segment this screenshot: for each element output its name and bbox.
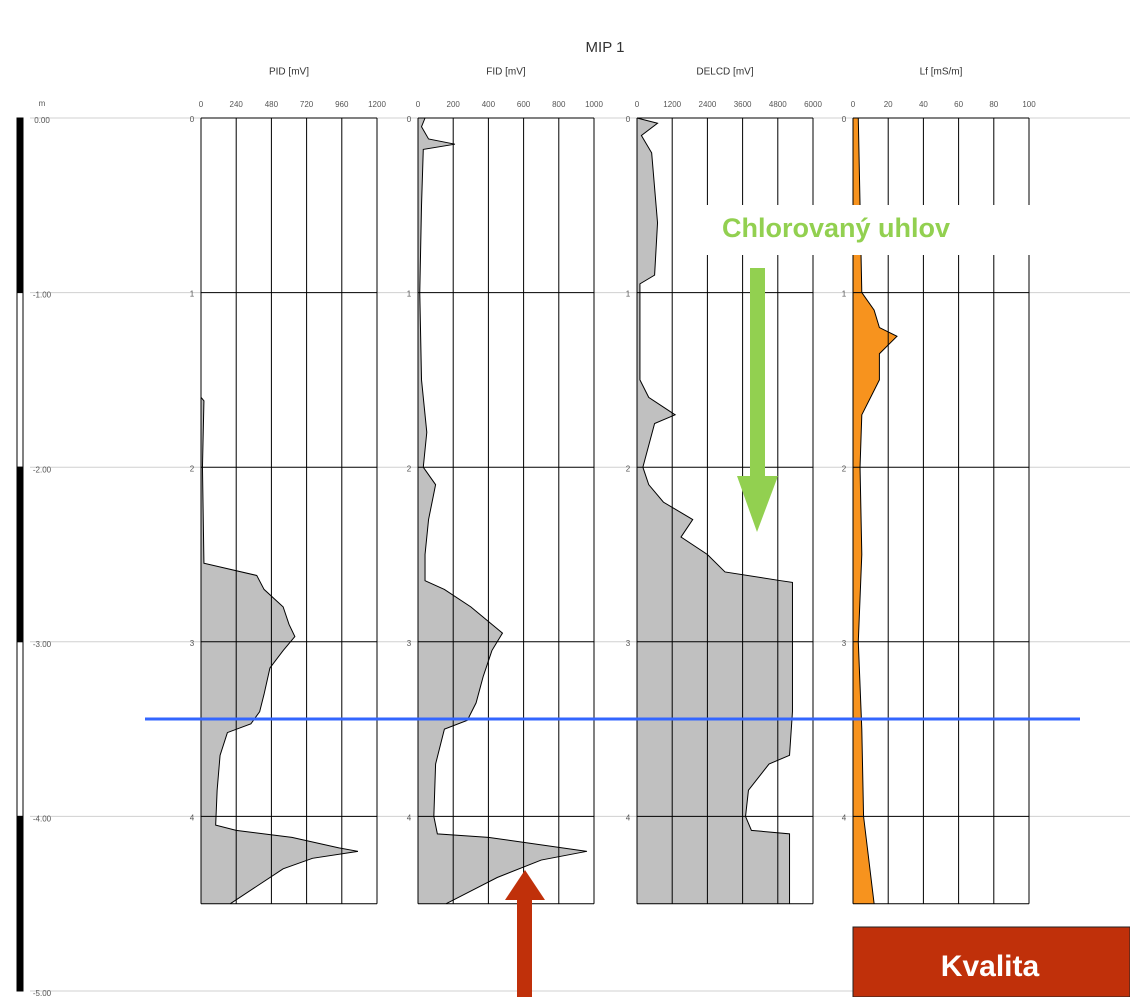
y-tick-label: 0	[842, 115, 847, 124]
depth-tick-label: -1.00	[33, 291, 52, 300]
x-tick-label: 1000	[585, 100, 603, 109]
depth-bar-segment	[16, 117, 24, 294]
x-tick-label: 600	[517, 100, 531, 109]
x-tick-label: 80	[989, 100, 998, 109]
x-tick-label: 400	[482, 100, 496, 109]
depth-tick-label: -3.00	[33, 640, 52, 649]
panel-title: Lf [mS/m]	[920, 67, 963, 78]
panel-bg	[418, 118, 594, 904]
x-tick-label: 1200	[368, 100, 386, 109]
green-label: Chlorovaný uhlov	[722, 213, 950, 243]
green-arrow-shaft	[750, 268, 765, 478]
panel-title: PID [mV]	[269, 67, 309, 78]
area-fill	[853, 118, 897, 904]
y-tick-label: 0	[407, 115, 412, 124]
panel-title: DELCD [mV]	[696, 67, 753, 78]
y-tick-label: 1	[842, 290, 847, 299]
y-tick-label: 4	[842, 814, 847, 823]
x-tick-label: 0	[416, 100, 421, 109]
x-tick-label: 480	[265, 100, 279, 109]
area-line	[419, 117, 588, 905]
area-line	[857, 117, 898, 904]
green-label-box	[705, 205, 1130, 255]
depth-unit: m	[39, 99, 46, 108]
y-tick-label: 4	[626, 814, 631, 823]
y-tick-label: 3	[842, 639, 847, 648]
x-tick-label: 0	[635, 100, 640, 109]
red-arrow-head	[505, 870, 545, 900]
depth-bar-segment	[16, 292, 24, 468]
x-tick-label: 4800	[769, 100, 787, 109]
panel-title: FID [mV]	[486, 67, 526, 78]
chart-title: MIP 1	[586, 39, 625, 56]
x-tick-label: 40	[919, 100, 928, 109]
y-tick-label: 1	[190, 290, 195, 299]
depth-bar-segment	[16, 815, 24, 992]
x-tick-label: 20	[884, 100, 893, 109]
x-tick-label: 720	[300, 100, 314, 109]
y-tick-label: 0	[190, 115, 195, 124]
y-tick-label: 3	[190, 639, 195, 648]
x-tick-label: 240	[230, 100, 244, 109]
y-tick-label: 0	[626, 115, 631, 124]
depth-bar-segment	[16, 641, 24, 817]
x-tick-label: 1200	[663, 100, 681, 109]
x-tick-label: 60	[954, 100, 963, 109]
x-tick-label: 960	[335, 100, 349, 109]
y-tick-label: 3	[407, 639, 412, 648]
red-arrow-shaft	[517, 898, 532, 997]
y-tick-label: 4	[407, 814, 412, 823]
x-tick-label: 2400	[699, 100, 717, 109]
y-tick-label: 2	[626, 464, 631, 473]
y-tick-label: 2	[407, 464, 412, 473]
y-tick-label: 1	[407, 290, 412, 299]
depth-tick-label: 0.00	[34, 116, 50, 125]
y-tick-label: 1	[626, 290, 631, 299]
y-tick-label: 4	[190, 814, 195, 823]
area-fill	[418, 118, 587, 904]
y-tick-label: 2	[190, 464, 195, 473]
x-tick-label: 6000	[804, 100, 822, 109]
x-tick-label: 100	[1022, 100, 1036, 109]
area-line	[200, 118, 359, 905]
x-tick-label: 200	[447, 100, 461, 109]
x-tick-label: 3600	[734, 100, 752, 109]
depth-tick-label: -4.00	[33, 815, 52, 824]
red-box	[852, 926, 1130, 997]
x-tick-label: 0	[851, 100, 856, 109]
depth-bar-segment	[16, 466, 24, 643]
depth-tick-label: -5.00	[33, 989, 52, 997]
depth-tick-label: -2.00	[33, 465, 52, 474]
y-tick-label: 2	[842, 464, 847, 473]
area-fill	[637, 118, 793, 904]
area-line	[636, 117, 793, 904]
panel-bg	[201, 118, 377, 904]
green-arrow-head	[737, 476, 778, 532]
red-box-label: Kvalita	[941, 950, 1040, 983]
x-tick-label: 800	[552, 100, 566, 109]
x-tick-label: 0	[199, 100, 204, 109]
y-tick-label: 3	[626, 639, 631, 648]
area-fill	[201, 118, 358, 904]
